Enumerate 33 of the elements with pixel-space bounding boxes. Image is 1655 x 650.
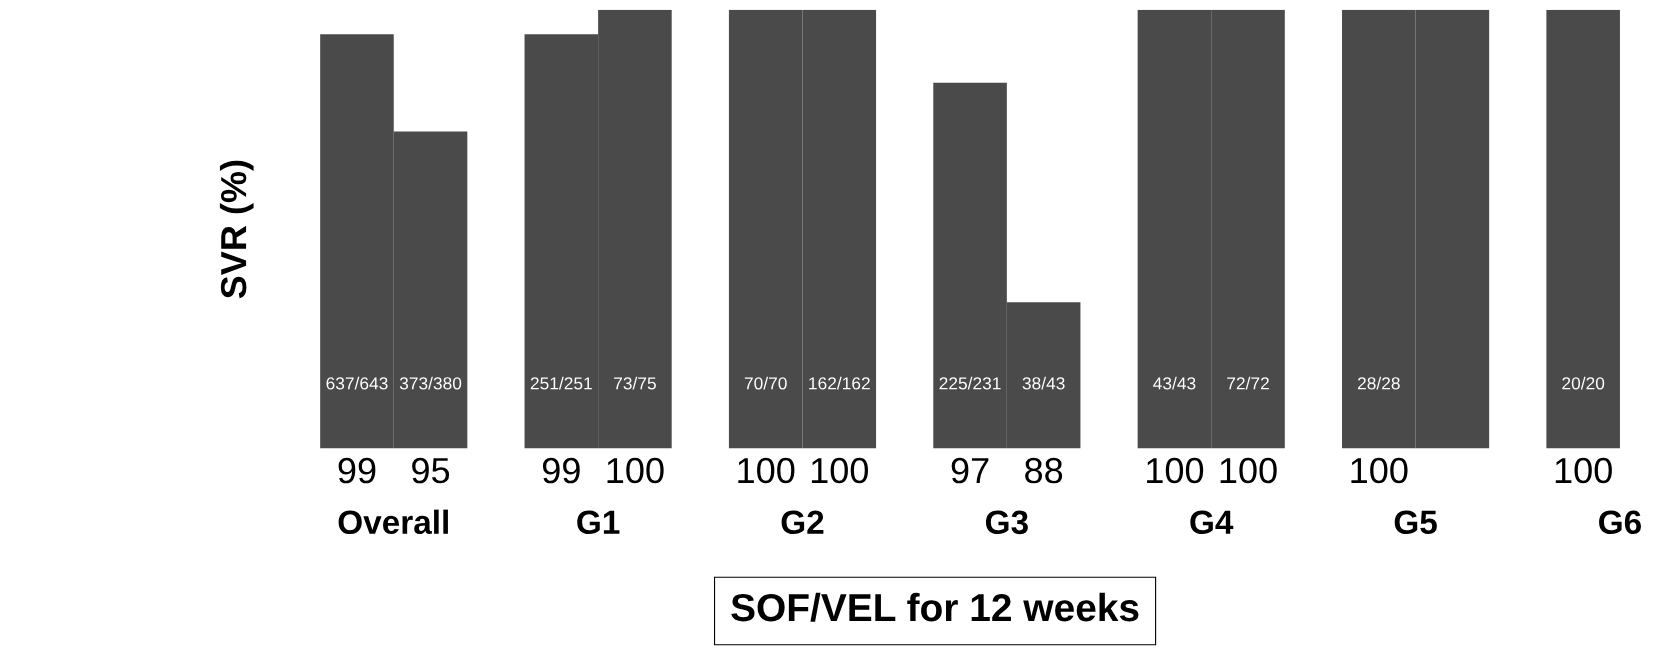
annotation: 251/251	[530, 376, 592, 390]
annotation: 20/20	[1562, 376, 1605, 390]
annotation: 38/43	[1022, 376, 1065, 390]
x-tick-label: G5	[1394, 510, 1437, 535]
annotation: 70/70	[744, 376, 787, 390]
annotation: 28/28	[1357, 376, 1400, 390]
data-label: 99	[542, 457, 580, 484]
x-axis-title: SOF/VEL for 12 weeks	[731, 592, 1139, 622]
data-label: 100	[607, 457, 664, 484]
annotation: 637/643	[326, 376, 388, 390]
y-axis-title: SVR (%)	[219, 160, 254, 299]
x-tick-label: G1	[577, 510, 620, 535]
data-label: 100	[1351, 457, 1408, 484]
data-label: 100	[1555, 457, 1612, 484]
data-label: 99	[338, 457, 376, 484]
x-tick-label: G4	[1190, 510, 1234, 535]
annotation: 73/75	[614, 376, 656, 390]
data-label: 100	[738, 457, 795, 484]
annotation: 373/380	[399, 376, 462, 390]
data-label: 97	[951, 457, 989, 484]
annotation: 225/231	[939, 376, 1001, 390]
annotation: 72/72	[1227, 376, 1269, 390]
x-tick-label: Overall	[338, 509, 448, 535]
data-label: 100	[811, 457, 868, 484]
data-label: 88	[1025, 457, 1063, 484]
x-tick-label: G2	[781, 510, 824, 535]
x-tick-label: G6	[1599, 510, 1641, 535]
data-label: 100	[1220, 457, 1277, 484]
x-tick-label: G3	[985, 510, 1028, 535]
data-label: 100	[1147, 457, 1204, 484]
data-label: 95	[412, 457, 450, 484]
annotation: 162/162	[809, 376, 870, 390]
annotation: 43/43	[1153, 376, 1196, 390]
